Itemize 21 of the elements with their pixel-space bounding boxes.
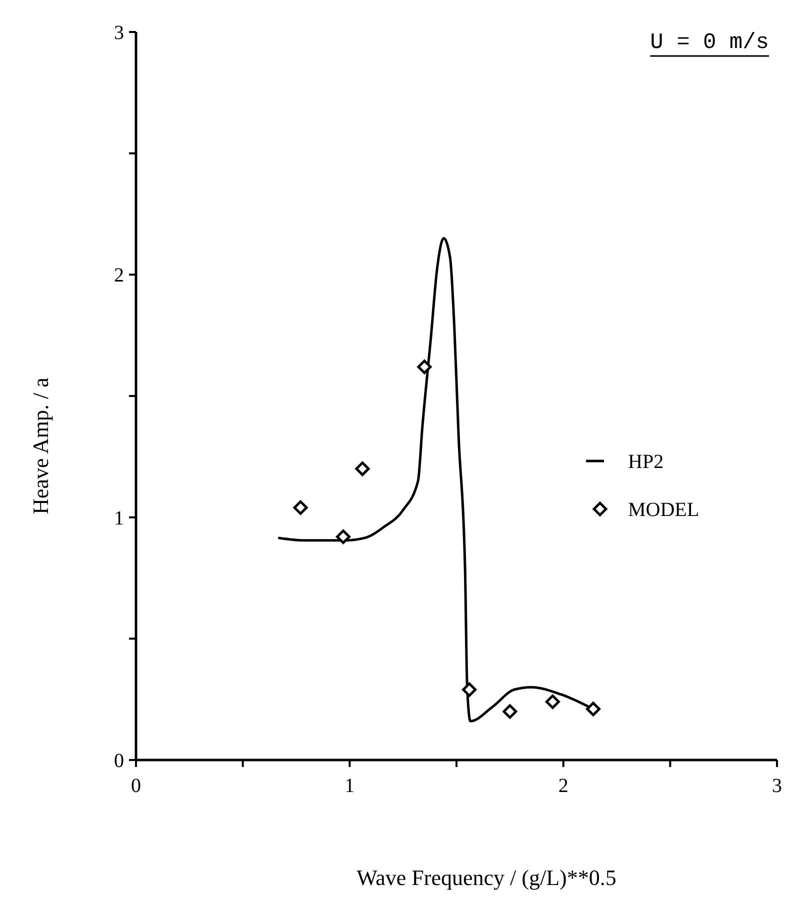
point: [586, 702, 600, 716]
y-tick-label: 3: [114, 22, 124, 44]
y-tick-label: 1: [114, 507, 124, 530]
point: [545, 694, 560, 710]
x-tick-label: 2: [558, 775, 568, 797]
y-axis-title: Heave Amp. / a: [28, 377, 53, 514]
x-tick-label: 0: [131, 775, 141, 797]
y-tick-label: 2: [114, 264, 124, 287]
point: [355, 462, 370, 476]
x-axis-title: Wave Frequency / (g/L)**0.5: [356, 865, 616, 890]
legend-label: MODEL: [628, 499, 700, 521]
point: [336, 529, 351, 544]
x-tick-label: 1: [344, 775, 355, 797]
point: [293, 500, 308, 515]
x-tick-label: 3: [772, 775, 782, 797]
point: [502, 704, 518, 719]
point: [417, 360, 432, 374]
point: [462, 682, 477, 697]
annotation: U = 0 m/s: [650, 30, 769, 55]
y-tick-label: 0: [114, 750, 124, 772]
legend-label: HP2: [628, 451, 664, 473]
